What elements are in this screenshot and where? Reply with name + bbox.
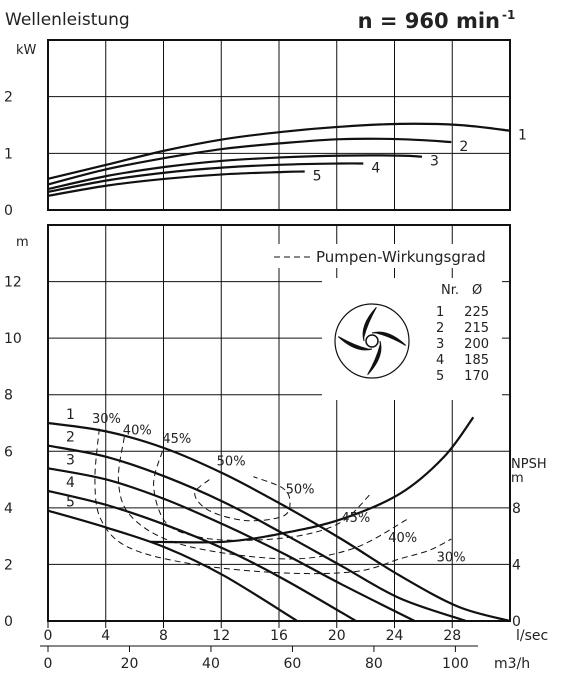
impeller-header-diameter: Ø bbox=[472, 283, 482, 298]
x2-tick-label: 60 bbox=[284, 656, 302, 672]
head-y-tick: 12 bbox=[4, 275, 22, 291]
legend-background bbox=[272, 244, 502, 268]
impeller-row-nr: 4 bbox=[436, 353, 444, 368]
efficiency-label: 50% bbox=[286, 483, 315, 498]
head-curve-label-1: 1 bbox=[66, 407, 75, 423]
head-curve-4 bbox=[47, 489, 357, 622]
efficiency-label: 30% bbox=[437, 551, 466, 566]
power-chart-title: Wellenleistung bbox=[5, 10, 130, 30]
head-y-tick: 6 bbox=[4, 444, 13, 460]
impeller-row-diameter: 225 bbox=[464, 305, 489, 320]
power-curve-label-1: 1 bbox=[518, 128, 527, 144]
impeller-row-nr: 2 bbox=[436, 321, 444, 336]
x-tick-label: 16 bbox=[270, 628, 288, 644]
efficiency-contour-45 bbox=[153, 451, 372, 541]
impeller-row-nr: 5 bbox=[436, 369, 444, 384]
efficiency-label: 45% bbox=[162, 432, 191, 447]
power-y-tick: 2 bbox=[4, 90, 13, 106]
head-y-tick: 4 bbox=[4, 501, 13, 517]
power-curve-3 bbox=[47, 154, 423, 191]
head-curve-label-3: 3 bbox=[66, 452, 75, 468]
power-panel: Wellenleistung n = 960 min -1 kW 0 1 2 1 2 3 4 5 bbox=[4, 8, 527, 219]
x2-tick-label: 80 bbox=[365, 656, 383, 672]
power-curve-label-5: 5 bbox=[313, 168, 322, 184]
x2-tick-label: 0 bbox=[44, 656, 53, 672]
impeller-row-diameter: 185 bbox=[464, 353, 489, 368]
npsh-curve bbox=[150, 416, 475, 544]
power-curve-label-2: 2 bbox=[459, 139, 468, 155]
head-curve-5 bbox=[47, 509, 298, 622]
npsh-tick: 4 bbox=[512, 557, 521, 573]
head-curve-label-4: 4 bbox=[66, 475, 75, 491]
efficiency-label: 45% bbox=[341, 511, 370, 526]
head-y-tick: 2 bbox=[4, 557, 13, 573]
impeller-hub bbox=[365, 334, 379, 348]
x2-tick-label: 40 bbox=[202, 656, 220, 672]
impeller-background bbox=[322, 278, 502, 400]
impeller-row-diameter: 170 bbox=[464, 369, 489, 384]
npsh-unit: m bbox=[511, 471, 524, 486]
x-tick-label: 4 bbox=[101, 628, 110, 644]
impeller-row-diameter: 215 bbox=[464, 321, 489, 336]
power-curve-4 bbox=[47, 162, 364, 193]
impeller-outer-ring bbox=[334, 303, 410, 379]
efficiency-contour-30 bbox=[94, 428, 452, 575]
power-y-tick: 0 bbox=[4, 203, 13, 219]
npsh-label: NPSH bbox=[511, 457, 547, 472]
head-panel: m024681012NPSHm048Pumpen-WirkungsgradNr.… bbox=[4, 224, 548, 672]
power-curve-2 bbox=[47, 137, 452, 186]
impeller-row-nr: 1 bbox=[436, 305, 444, 320]
efficiency-label: 30% bbox=[92, 412, 121, 427]
head-y-tick: 10 bbox=[4, 331, 22, 347]
power-curve-label-3: 3 bbox=[430, 154, 439, 170]
efficiency-label: 50% bbox=[217, 454, 246, 469]
speed-exponent: -1 bbox=[502, 8, 515, 22]
power-curve-label-4: 4 bbox=[371, 161, 380, 177]
efficiency-contour-50 bbox=[194, 476, 291, 522]
power-frame bbox=[47, 39, 511, 211]
x2-tick-label: 20 bbox=[121, 656, 139, 672]
impeller-vane bbox=[362, 306, 377, 342]
power-y-tick: 1 bbox=[4, 146, 13, 162]
legend-text: Pumpen-Wirkungsgrad bbox=[316, 248, 486, 266]
x-tick-label: 8 bbox=[159, 628, 168, 644]
impeller-vane bbox=[371, 331, 407, 346]
x2-axis-label: m3/h bbox=[494, 656, 530, 672]
power-curve-1 bbox=[47, 122, 511, 180]
head-curve-label-5: 5 bbox=[66, 495, 75, 511]
x2-tick-label: 100 bbox=[442, 656, 469, 672]
x-axis-label: l/sec bbox=[516, 628, 548, 644]
impeller-vane bbox=[337, 336, 373, 351]
x-tick-label: 28 bbox=[443, 628, 461, 644]
efficiency-label: 40% bbox=[388, 531, 417, 546]
x-tick-label: 24 bbox=[386, 628, 404, 644]
power-y-label: kW bbox=[16, 43, 37, 58]
head-curve-2 bbox=[47, 444, 467, 623]
head-y-tick: 0 bbox=[4, 614, 13, 630]
efficiency-contour-40 bbox=[117, 437, 408, 560]
head-curve-label-2: 2 bbox=[66, 430, 75, 446]
npsh-tick: 8 bbox=[512, 501, 521, 517]
impeller-row-diameter: 200 bbox=[464, 337, 489, 352]
power-curve-5 bbox=[47, 170, 305, 197]
x-tick-label: 0 bbox=[44, 628, 53, 644]
head-curve-1 bbox=[47, 421, 511, 623]
head-y-tick: 8 bbox=[4, 388, 13, 404]
efficiency-label: 40% bbox=[123, 423, 152, 438]
impeller-vane bbox=[367, 340, 382, 376]
impeller-header-nr: Nr. bbox=[441, 283, 459, 298]
head-y-label: m bbox=[16, 235, 29, 250]
x-tick-label: 20 bbox=[328, 628, 346, 644]
head-curve-3 bbox=[47, 467, 416, 622]
x-tick-label: 12 bbox=[212, 628, 230, 644]
speed-label: n = 960 min bbox=[358, 9, 500, 33]
npsh-tick: 0 bbox=[512, 614, 521, 630]
impeller-row-nr: 3 bbox=[436, 337, 444, 352]
impeller-icon bbox=[334, 303, 410, 379]
